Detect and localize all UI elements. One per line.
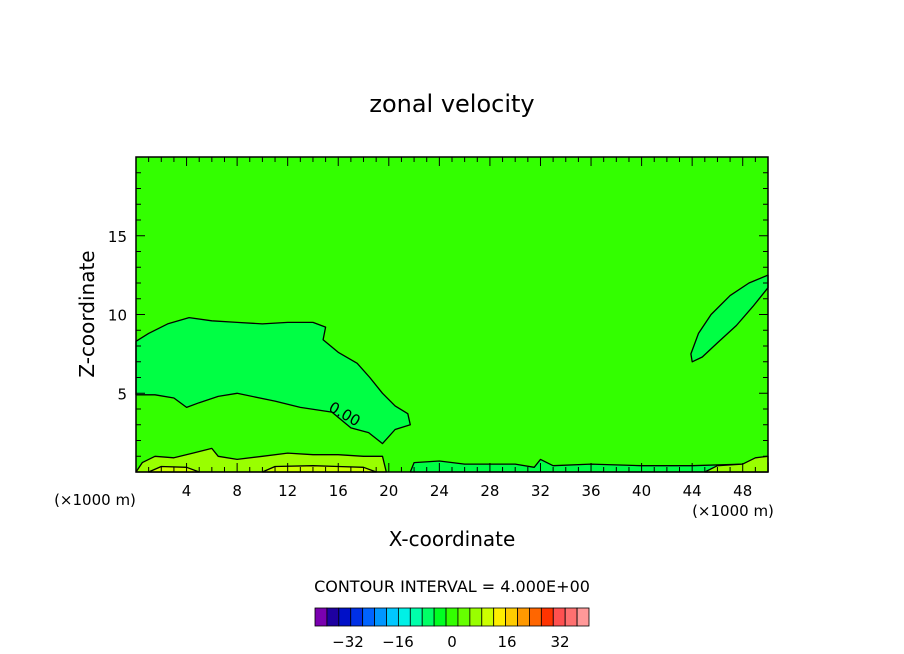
colorbar-labels: −32 −16 0 16 32 (332, 633, 569, 651)
legend-colorbar (314, 607, 590, 627)
colorbar-swatch (397, 607, 411, 627)
colorbar-swatch (445, 607, 459, 627)
colorbar-swatch (433, 607, 447, 627)
colorbar-swatch (374, 607, 387, 627)
x-tick-label: 48 (733, 482, 752, 500)
x-tick-label: 16 (329, 482, 348, 500)
colorbar-swatch (362, 607, 375, 627)
contour-interval-text: CONTOUR INTERVAL = 4.000E+00 (314, 577, 590, 596)
colorbar-tick-label: 0 (447, 633, 457, 651)
colorbar-swatch (576, 607, 590, 627)
y-tick-labels: 5 10 15 (108, 228, 127, 404)
colorbar-swatch (564, 607, 578, 627)
y-axis-label: Z-coordinate (75, 250, 99, 377)
x-tick-label: 12 (278, 482, 297, 500)
x-tick-label: 20 (379, 482, 398, 500)
x-axis-label: X-coordinate (389, 527, 516, 551)
x-tick-label: 44 (683, 482, 702, 500)
colorbar-swatch (409, 607, 423, 627)
y-tick-label: 10 (108, 307, 127, 325)
colorbar-swatch (505, 607, 518, 627)
x-tick-label: 8 (232, 482, 242, 500)
colorbar-swatch (469, 607, 483, 627)
colorbar-tick-label: 16 (497, 633, 516, 651)
colorbar-swatch (481, 607, 495, 627)
colorbar-swatch (326, 607, 340, 627)
chart-title: zonal velocity (369, 90, 534, 118)
colorbar-swatch (540, 607, 554, 627)
x-tick-label: 32 (531, 482, 550, 500)
colorbar-swatch (386, 607, 399, 627)
colorbar-swatch (314, 607, 328, 627)
x-unit-right: (×1000 m) (692, 502, 774, 520)
y-tick-label: 15 (108, 228, 127, 246)
colorbar-swatch (552, 607, 566, 627)
x-tick-label: 28 (480, 482, 499, 500)
field-background (136, 157, 768, 472)
colorbar-swatch (421, 607, 435, 627)
x-tick-label: 24 (430, 482, 449, 500)
contour-region-0 (135, 316, 411, 445)
plot-area: 0.00 (135, 156, 769, 473)
colorbar-swatch (338, 607, 352, 627)
minor-ticks (136, 157, 768, 472)
colorbar-tick-label: −32 (332, 633, 364, 651)
x-tick-label: 40 (632, 482, 651, 500)
x-tick-label: 4 (182, 482, 192, 500)
colorbar-swatch (493, 607, 507, 627)
colorbar-swatch (517, 607, 530, 627)
contour-region-5 (261, 465, 377, 473)
y-tick-label: 5 (117, 385, 127, 403)
colorbar-swatch (529, 607, 542, 627)
x-tick-labels: 4 8 12 16 20 24 28 32 36 40 44 48 (182, 482, 752, 500)
colorbar-swatch (350, 607, 364, 627)
x-unit-left: (×1000 m) (54, 491, 136, 509)
x-tick-label: 36 (581, 482, 600, 500)
colorbar-tick-label: 32 (550, 633, 569, 651)
colorbar-swatch (457, 607, 471, 627)
colorbar-tick-label: −16 (382, 633, 414, 651)
